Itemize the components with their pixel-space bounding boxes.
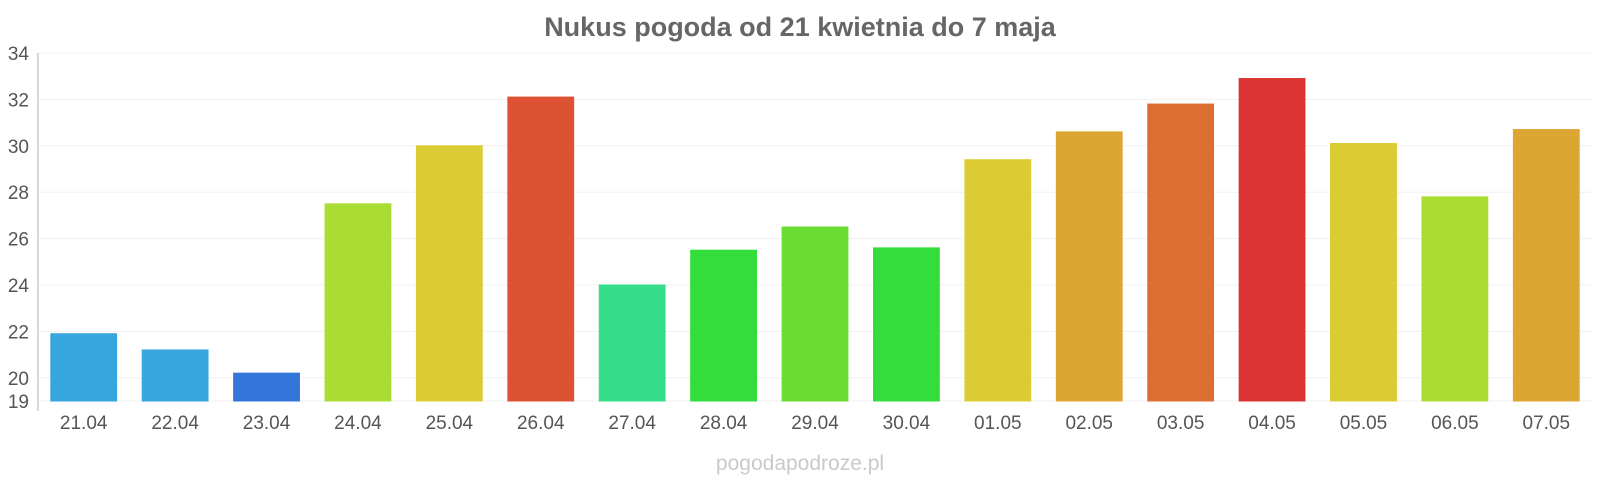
x-tick-label: 26.04 [517,413,565,434]
x-axis-ticks: 21.04 22.04 23.04 24.04 25.04 26.04 27.04 28.04… [60,413,1570,434]
bar-22.04 [141,349,209,402]
bar-27.04 [598,284,666,402]
x-tick-label: 24.04 [334,413,382,434]
x-tick-label: 01.05 [974,413,1022,434]
chart-title: Nukus pogoda od 21 kwietnia do 7 maja [544,12,1057,42]
bar-29.04 [781,226,849,402]
x-tick-label: 29.04 [791,413,839,434]
x-tick-label: 04.05 [1248,413,1296,434]
bar-30.04 [873,247,940,402]
x-tick-label: 25.04 [426,413,474,434]
y-tick-label: 32 [8,90,29,111]
bar-05.05 [1330,142,1397,402]
bar-21.04 [50,333,118,402]
bar-25.04 [415,145,483,402]
bar-26.04 [507,96,575,402]
y-tick-label: 26 [8,230,29,251]
bar-02.05 [1055,131,1123,402]
y-tick-label: 30 [8,137,29,158]
y-tick-label: 19 [8,392,29,413]
bar-03.05 [1147,103,1215,402]
x-tick-label: 21.04 [60,413,108,434]
bar-23.04 [233,372,300,402]
x-tick-label: 07.05 [1523,413,1571,434]
x-tick-label: 03.05 [1157,413,1205,434]
x-tick-label: 23.04 [243,413,291,434]
x-tick-label: 30.04 [883,413,931,434]
x-tick-label: 06.05 [1431,413,1479,434]
bar-06.05 [1421,196,1489,402]
x-tick-label: 22.04 [151,413,199,434]
bar-01.05 [964,159,1032,402]
y-tick-label: 22 [8,322,29,343]
y-tick-label: 20 [8,369,29,390]
y-tick-label: 28 [8,183,29,204]
x-tick-label: 27.04 [608,413,656,434]
y-tick-label: 24 [8,276,30,297]
x-tick-label: 28.04 [700,413,748,434]
bar-24.04 [324,203,392,402]
watermark: pogodapodroze.pl [716,452,884,475]
bars [50,78,1580,402]
bar-07.05 [1512,129,1580,402]
bar-04.05 [1238,78,1306,402]
y-tick-label: 34 [8,44,30,65]
bar-28.04 [690,249,757,402]
x-tick-label: 02.05 [1065,413,1113,434]
x-tick-label: 05.05 [1340,413,1388,434]
